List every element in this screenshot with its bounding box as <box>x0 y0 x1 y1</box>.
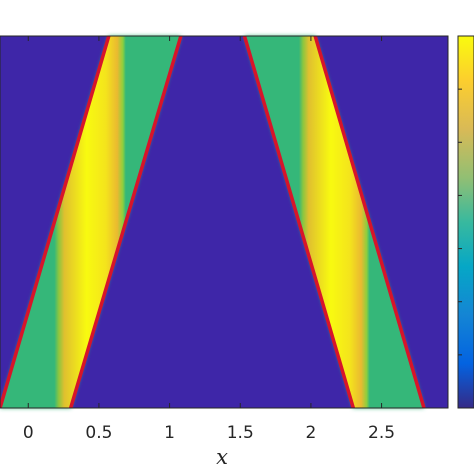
band-fill <box>244 36 424 408</box>
x-tick-label: 2 <box>306 423 317 443</box>
colorbar <box>457 35 474 409</box>
colorbar-frame <box>457 35 474 409</box>
x-axis-label: x <box>216 445 228 469</box>
plot-area <box>0 35 449 409</box>
band-right-edge <box>68 35 183 409</box>
colorbar-ticks <box>458 88 462 356</box>
axes-box <box>0 35 449 409</box>
x-tick-label: 0 <box>23 423 34 443</box>
colorbar-gradient <box>458 36 474 408</box>
band-left-edge <box>242 35 355 409</box>
x-axis: 0 0.5 1 1.5 2 2.5 <box>23 36 395 443</box>
x-tick-label: 1 <box>164 423 175 443</box>
band-right-edge <box>313 35 426 409</box>
x-tick-label: 1.5 <box>227 423 254 443</box>
band-2 <box>242 35 426 409</box>
band-1 <box>0 35 183 409</box>
band-left-edge <box>0 35 111 409</box>
heatmap-bands <box>0 35 426 409</box>
x-tick-label: 2.5 <box>368 423 395 443</box>
x-tick-label: 0.5 <box>85 423 112 443</box>
band-fill <box>0 36 181 408</box>
